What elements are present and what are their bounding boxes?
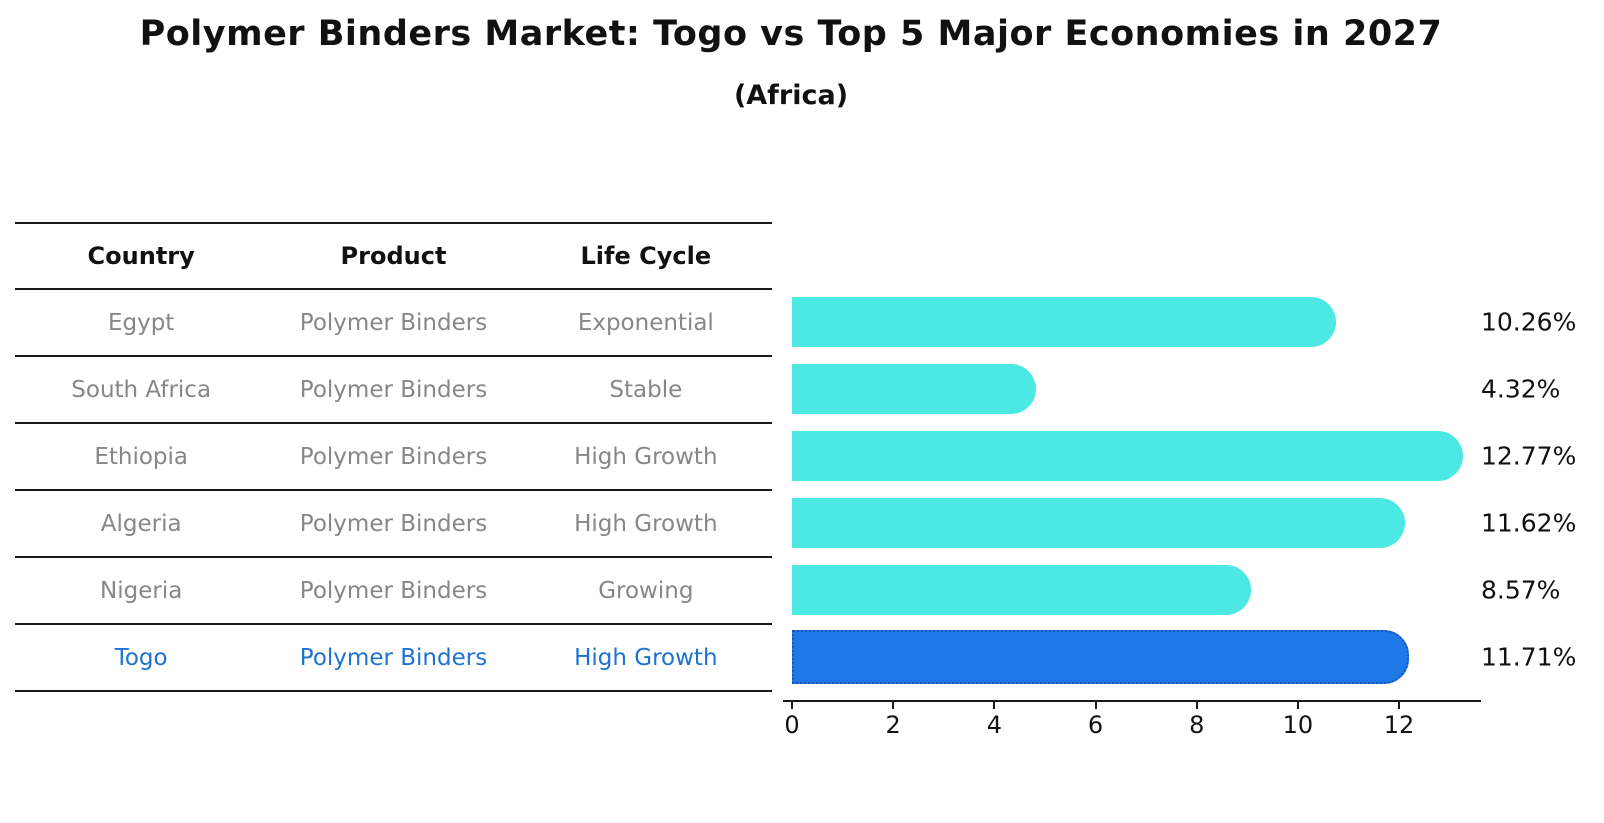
cell-product: Polymer Binders	[299, 510, 488, 537]
cell-life-cycle: High Growth	[574, 443, 718, 470]
bar-egypt	[792, 296, 1337, 347]
table-header-row: Country Product Life Cycle	[15, 224, 772, 290]
table-header-country: Country	[87, 242, 195, 270]
x-tick-mark	[791, 702, 793, 709]
x-tick-mark	[1094, 702, 1097, 709]
table-row: Algeria Polymer Binders High Growth	[15, 491, 772, 558]
bar-plot-area	[792, 288, 1480, 691]
table-row-highlighted: Togo Polymer Binders High Growth	[15, 625, 772, 692]
cell-product: Polymer Binders	[299, 309, 488, 336]
cell-country: Togo	[114, 644, 168, 671]
cell-country: Ethiopia	[94, 443, 188, 470]
x-tick-mark	[892, 702, 895, 709]
table-body: Egypt Polymer Binders Exponential South Afr…	[15, 290, 772, 692]
x-tick-label: 4	[986, 711, 1002, 739]
cell-life-cycle: Growing	[598, 577, 694, 604]
table-header-product: Product	[340, 242, 447, 270]
x-tick-mark	[1398, 702, 1401, 709]
value-label: 8.57%	[1481, 575, 1561, 605]
cell-product: Polymer Binders	[299, 376, 488, 403]
x-axis-spine	[783, 700, 1481, 702]
chart-title: Polymer Binders Market: Togo vs Top 5 Ma…	[139, 14, 1443, 54]
country-table: Country Product Life Cycle Egypt Polymer …	[15, 222, 772, 692]
x-tick-mark	[1195, 702, 1198, 709]
value-label: 12.77%	[1481, 441, 1577, 471]
bar-highlighted-togo	[792, 630, 1410, 685]
table-row: Egypt Polymer Binders Exponential	[15, 290, 772, 357]
table-row: Nigeria Polymer Binders Growing	[15, 558, 772, 625]
cell-product: Polymer Binders	[299, 644, 488, 671]
x-tick-mark	[1296, 702, 1299, 709]
x-tick-label: 12	[1383, 711, 1415, 739]
cell-country: Algeria	[100, 510, 182, 537]
x-tick-label: 6	[1087, 711, 1104, 739]
cell-life-cycle: High Growth	[574, 644, 718, 671]
cell-product: Polymer Binders	[299, 577, 488, 604]
bar-ethiopia	[792, 430, 1463, 481]
value-label: 4.32%	[1481, 374, 1561, 404]
cell-country: Nigeria	[100, 577, 183, 604]
cell-country: Egypt	[107, 309, 175, 336]
cell-life-cycle: Exponential	[577, 309, 714, 336]
bar-south-africa	[792, 363, 1036, 414]
bar-algeria	[792, 498, 1405, 548]
x-tick-label: 8	[1189, 711, 1205, 739]
value-label: 11.71%	[1481, 642, 1577, 672]
x-tick-label: 2	[885, 711, 901, 739]
cell-country: South Africa	[71, 376, 212, 403]
value-label: 10.26%	[1481, 307, 1577, 337]
x-tick-label: 0	[784, 711, 800, 739]
bar-nigeria	[792, 565, 1251, 616]
cell-life-cycle: High Growth	[574, 510, 718, 537]
cell-life-cycle: Stable	[609, 376, 683, 403]
x-tick-mark	[993, 702, 996, 709]
table-row: Ethiopia Polymer Binders High Growth	[15, 424, 772, 491]
chart-subtitle: (Africa)	[733, 80, 849, 111]
cell-product: Polymer Binders	[299, 443, 488, 470]
value-label: 11.62%	[1481, 508, 1577, 538]
x-tick-label: 10	[1282, 711, 1314, 739]
table-header-life-cycle: Life Cycle	[580, 242, 712, 270]
table-row: South Africa Polymer Binders Stable	[15, 357, 772, 424]
